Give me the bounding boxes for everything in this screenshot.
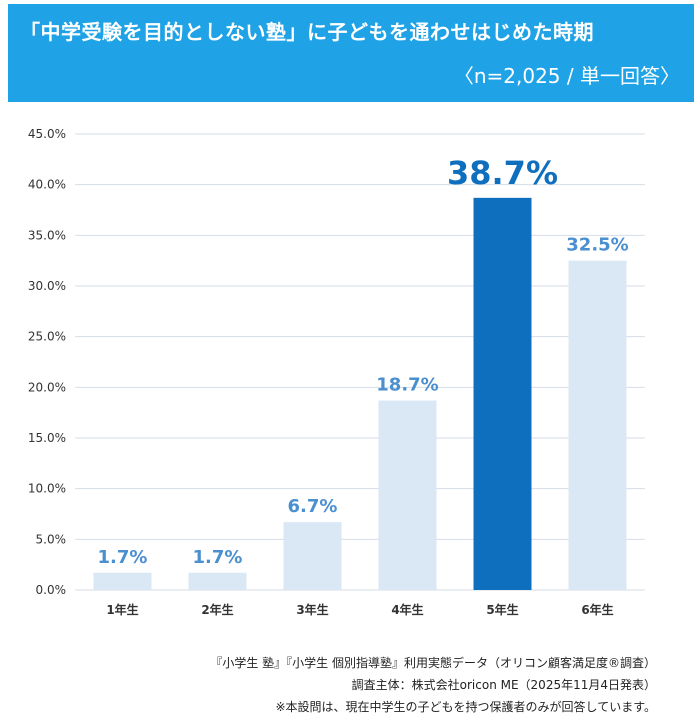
y-tick-label: 5.0% xyxy=(36,532,67,546)
value-label-6: 32.5% xyxy=(566,235,628,256)
y-tick-label: 10.0% xyxy=(28,482,66,496)
x-tick-label-3: 3年生 xyxy=(296,602,328,617)
y-tick-label: 15.0% xyxy=(28,431,66,445)
y-tick-label: 25.0% xyxy=(28,330,66,344)
bars xyxy=(93,197,627,590)
grid-lines xyxy=(75,133,645,591)
chart-area: 0.0% 5.0% 10.0% 15.0% 20.0% 25.0% 30.0% 35.0% 40… xyxy=(0,102,698,642)
chart-footer: 『小学生 塾』『小学生 個別指導塾』利用実態データ（オリコン顧客満足度®調査） … xyxy=(210,652,656,718)
bar-5 xyxy=(473,197,532,590)
footer-note: ※本設問は、現在中学生の子どもを持つ保護者のみが回答しています。 xyxy=(275,700,657,714)
bar-chart: 0.0% 5.0% 10.0% 15.0% 20.0% 25.0% 30.0% 35.0% 40… xyxy=(28,127,645,617)
value-label-4: 18.7% xyxy=(376,375,438,396)
x-tick-label-1: 1年生 xyxy=(106,602,138,617)
y-tick-label: 20.0% xyxy=(28,380,66,394)
y-axis-ticks: 0.0% 5.0% 10.0% 15.0% 20.0% 25.0% 30.0% 35.0% 40… xyxy=(28,127,66,597)
x-tick-label-6: 6年生 xyxy=(581,602,613,617)
bar-1 xyxy=(93,572,152,590)
value-label-5: 38.7% xyxy=(447,154,558,192)
x-tick-label-4: 4年生 xyxy=(391,602,423,617)
bar-6 xyxy=(568,260,627,590)
chart-title: 「中学受験を目的としない塾」に子どもを通わせはじめた時期 xyxy=(20,20,594,44)
y-tick-label: 35.0% xyxy=(28,228,66,242)
value-labels: 1.7% 1.7% 6.7% 18.7% 38.7% 32.5% xyxy=(98,154,629,568)
bar-3 xyxy=(283,522,342,590)
footer-source: 『小学生 塾』『小学生 個別指導塾』利用実態データ（オリコン顧客満足度®調査） xyxy=(210,656,656,670)
x-tick-label-2: 2年生 xyxy=(201,602,233,617)
value-label-3: 6.7% xyxy=(288,496,338,517)
value-label-1: 1.7% xyxy=(98,547,148,568)
chart-subtitle: 〈n=2,025 / 単一回答〉 xyxy=(453,64,680,88)
x-axis-ticks: 1年生 2年生 3年生 4年生 5年生 6年生 xyxy=(106,602,613,617)
y-tick-label: 40.0% xyxy=(28,178,66,192)
bar-2 xyxy=(188,572,247,590)
x-tick-label-5: 5年生 xyxy=(486,602,518,617)
y-tick-label: 0.0% xyxy=(36,583,67,597)
y-tick-label: 45.0% xyxy=(28,127,66,141)
value-label-2: 1.7% xyxy=(193,547,243,568)
bar-4 xyxy=(378,400,437,590)
footer-survey-owner: 調査主体：株式会社oricon ME（2025年11月4日発表） xyxy=(351,678,656,692)
chart-header: 「中学受験を目的としない塾」に子どもを通わせはじめた時期 〈n=2,025 / … xyxy=(8,4,694,102)
y-tick-label: 30.0% xyxy=(28,279,66,293)
